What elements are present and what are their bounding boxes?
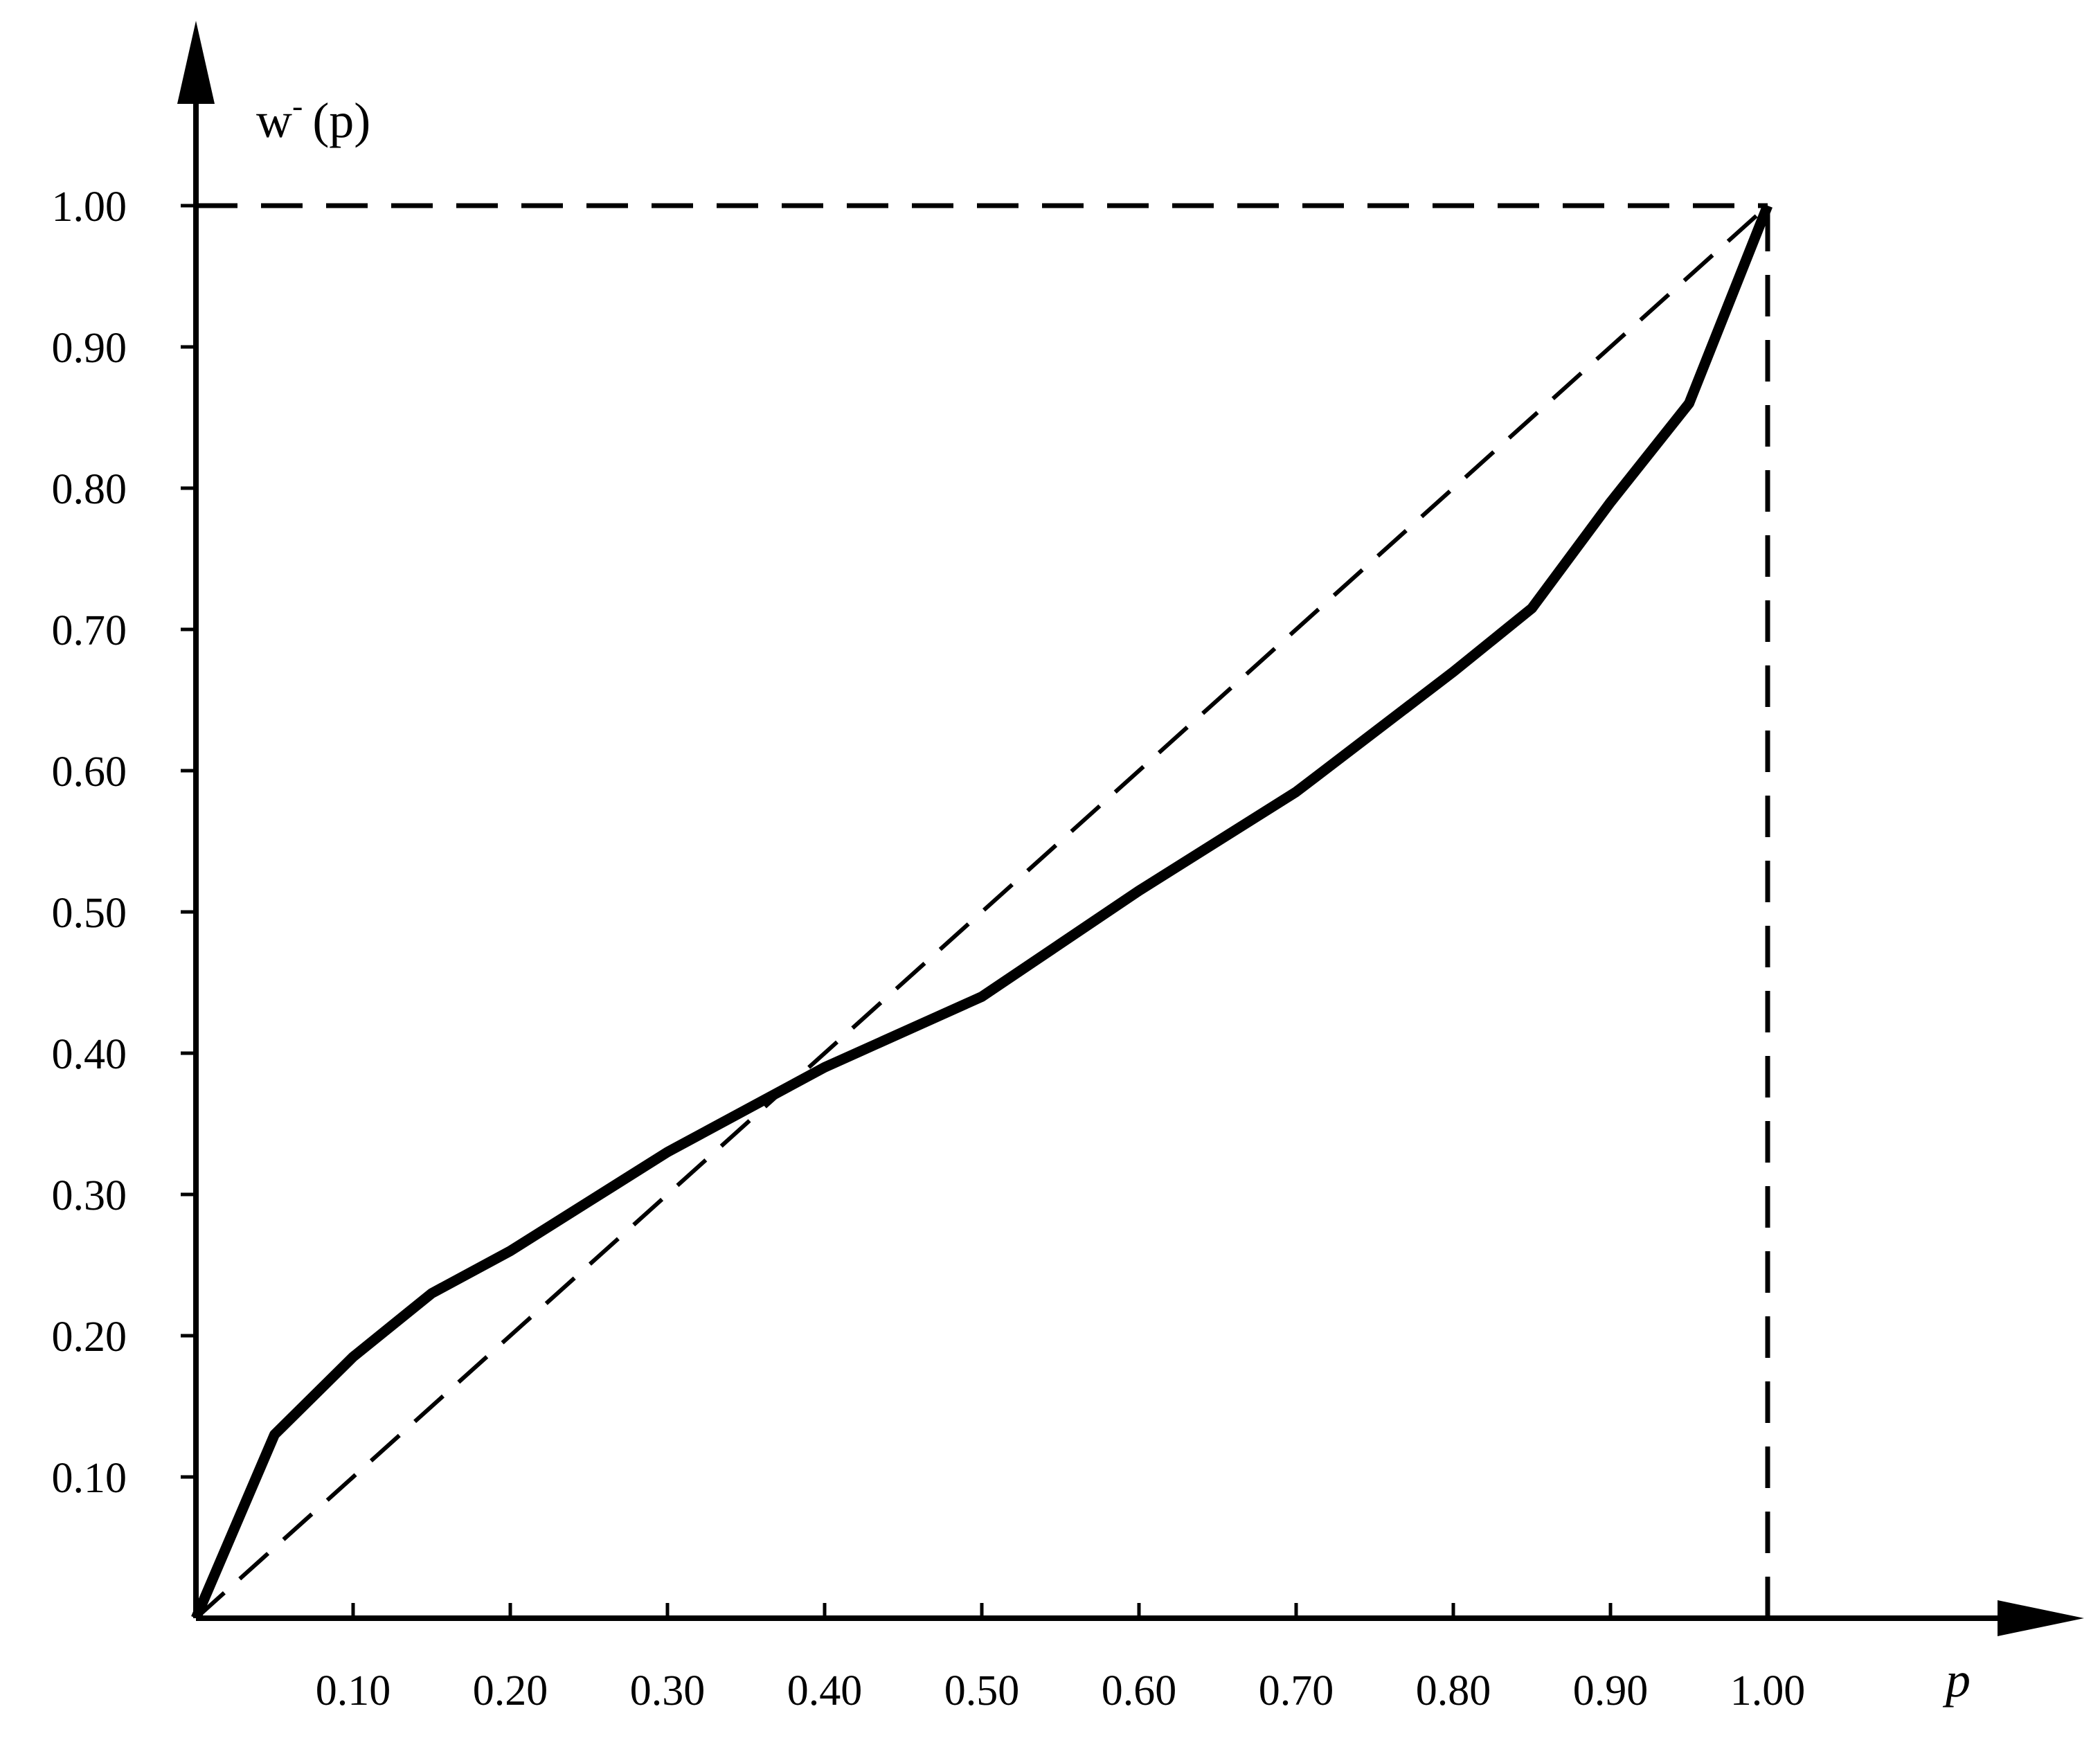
x-axis-title: p: [1942, 1652, 1971, 1708]
y-axis-arrowhead: [177, 21, 215, 104]
x-tick-label-0.10: 0.10: [316, 1667, 391, 1714]
x-tick-label-0.30: 0.30: [630, 1667, 706, 1714]
y-axis-title-superscript: -: [292, 88, 303, 123]
x-tick-label-0.50: 0.50: [944, 1667, 1020, 1714]
x-tick-label-0.90: 0.90: [1573, 1667, 1649, 1714]
y-tick-label-0.90: 0.90: [52, 325, 127, 372]
ticks: [181, 204, 1770, 1618]
y-tick-label-0.70: 0.70: [52, 607, 127, 654]
y-tick-label-0.80: 0.80: [52, 466, 127, 513]
x-axis-arrowhead: [1998, 1600, 2084, 1636]
x-tick-label-0.80: 0.80: [1416, 1667, 1491, 1714]
y-axis-title: w- (p): [256, 88, 370, 148]
x-tick-label-0.70: 0.70: [1259, 1667, 1334, 1714]
y-tick-label-0.20: 0.20: [52, 1314, 127, 1361]
y-tick-label-0.10: 0.10: [52, 1455, 127, 1502]
y-axis-title-arg: (p): [312, 93, 370, 148]
series-layer: [191, 204, 1773, 1620]
weighting-curve-line: [191, 204, 1773, 1620]
x-tick-label-0.60: 0.60: [1102, 1667, 1177, 1714]
y-tick-label-0.30: 0.30: [52, 1172, 127, 1219]
y-tick-label-0.50: 0.50: [52, 890, 127, 937]
y-tick-label-1.00: 1.00: [52, 183, 127, 231]
axes: [177, 21, 2084, 1636]
reference-lines: [196, 203, 1770, 1618]
x-tick-label-0.40: 0.40: [787, 1667, 863, 1714]
x-tick-label-0.20: 0.20: [473, 1667, 548, 1714]
y-tick-label-0.40: 0.40: [52, 1031, 127, 1078]
y-tick-label-0.60: 0.60: [52, 749, 127, 796]
diagonal-reference-line: [194, 204, 1770, 1620]
x-tick-label-1.00: 1.00: [1730, 1667, 1806, 1714]
y-axis-title-base: w: [256, 93, 292, 148]
tick-labels: 0.10 0.20 0.30 0.40 0.50 0.60 0.70 0.80 0.90 1.00…: [52, 183, 1806, 1714]
